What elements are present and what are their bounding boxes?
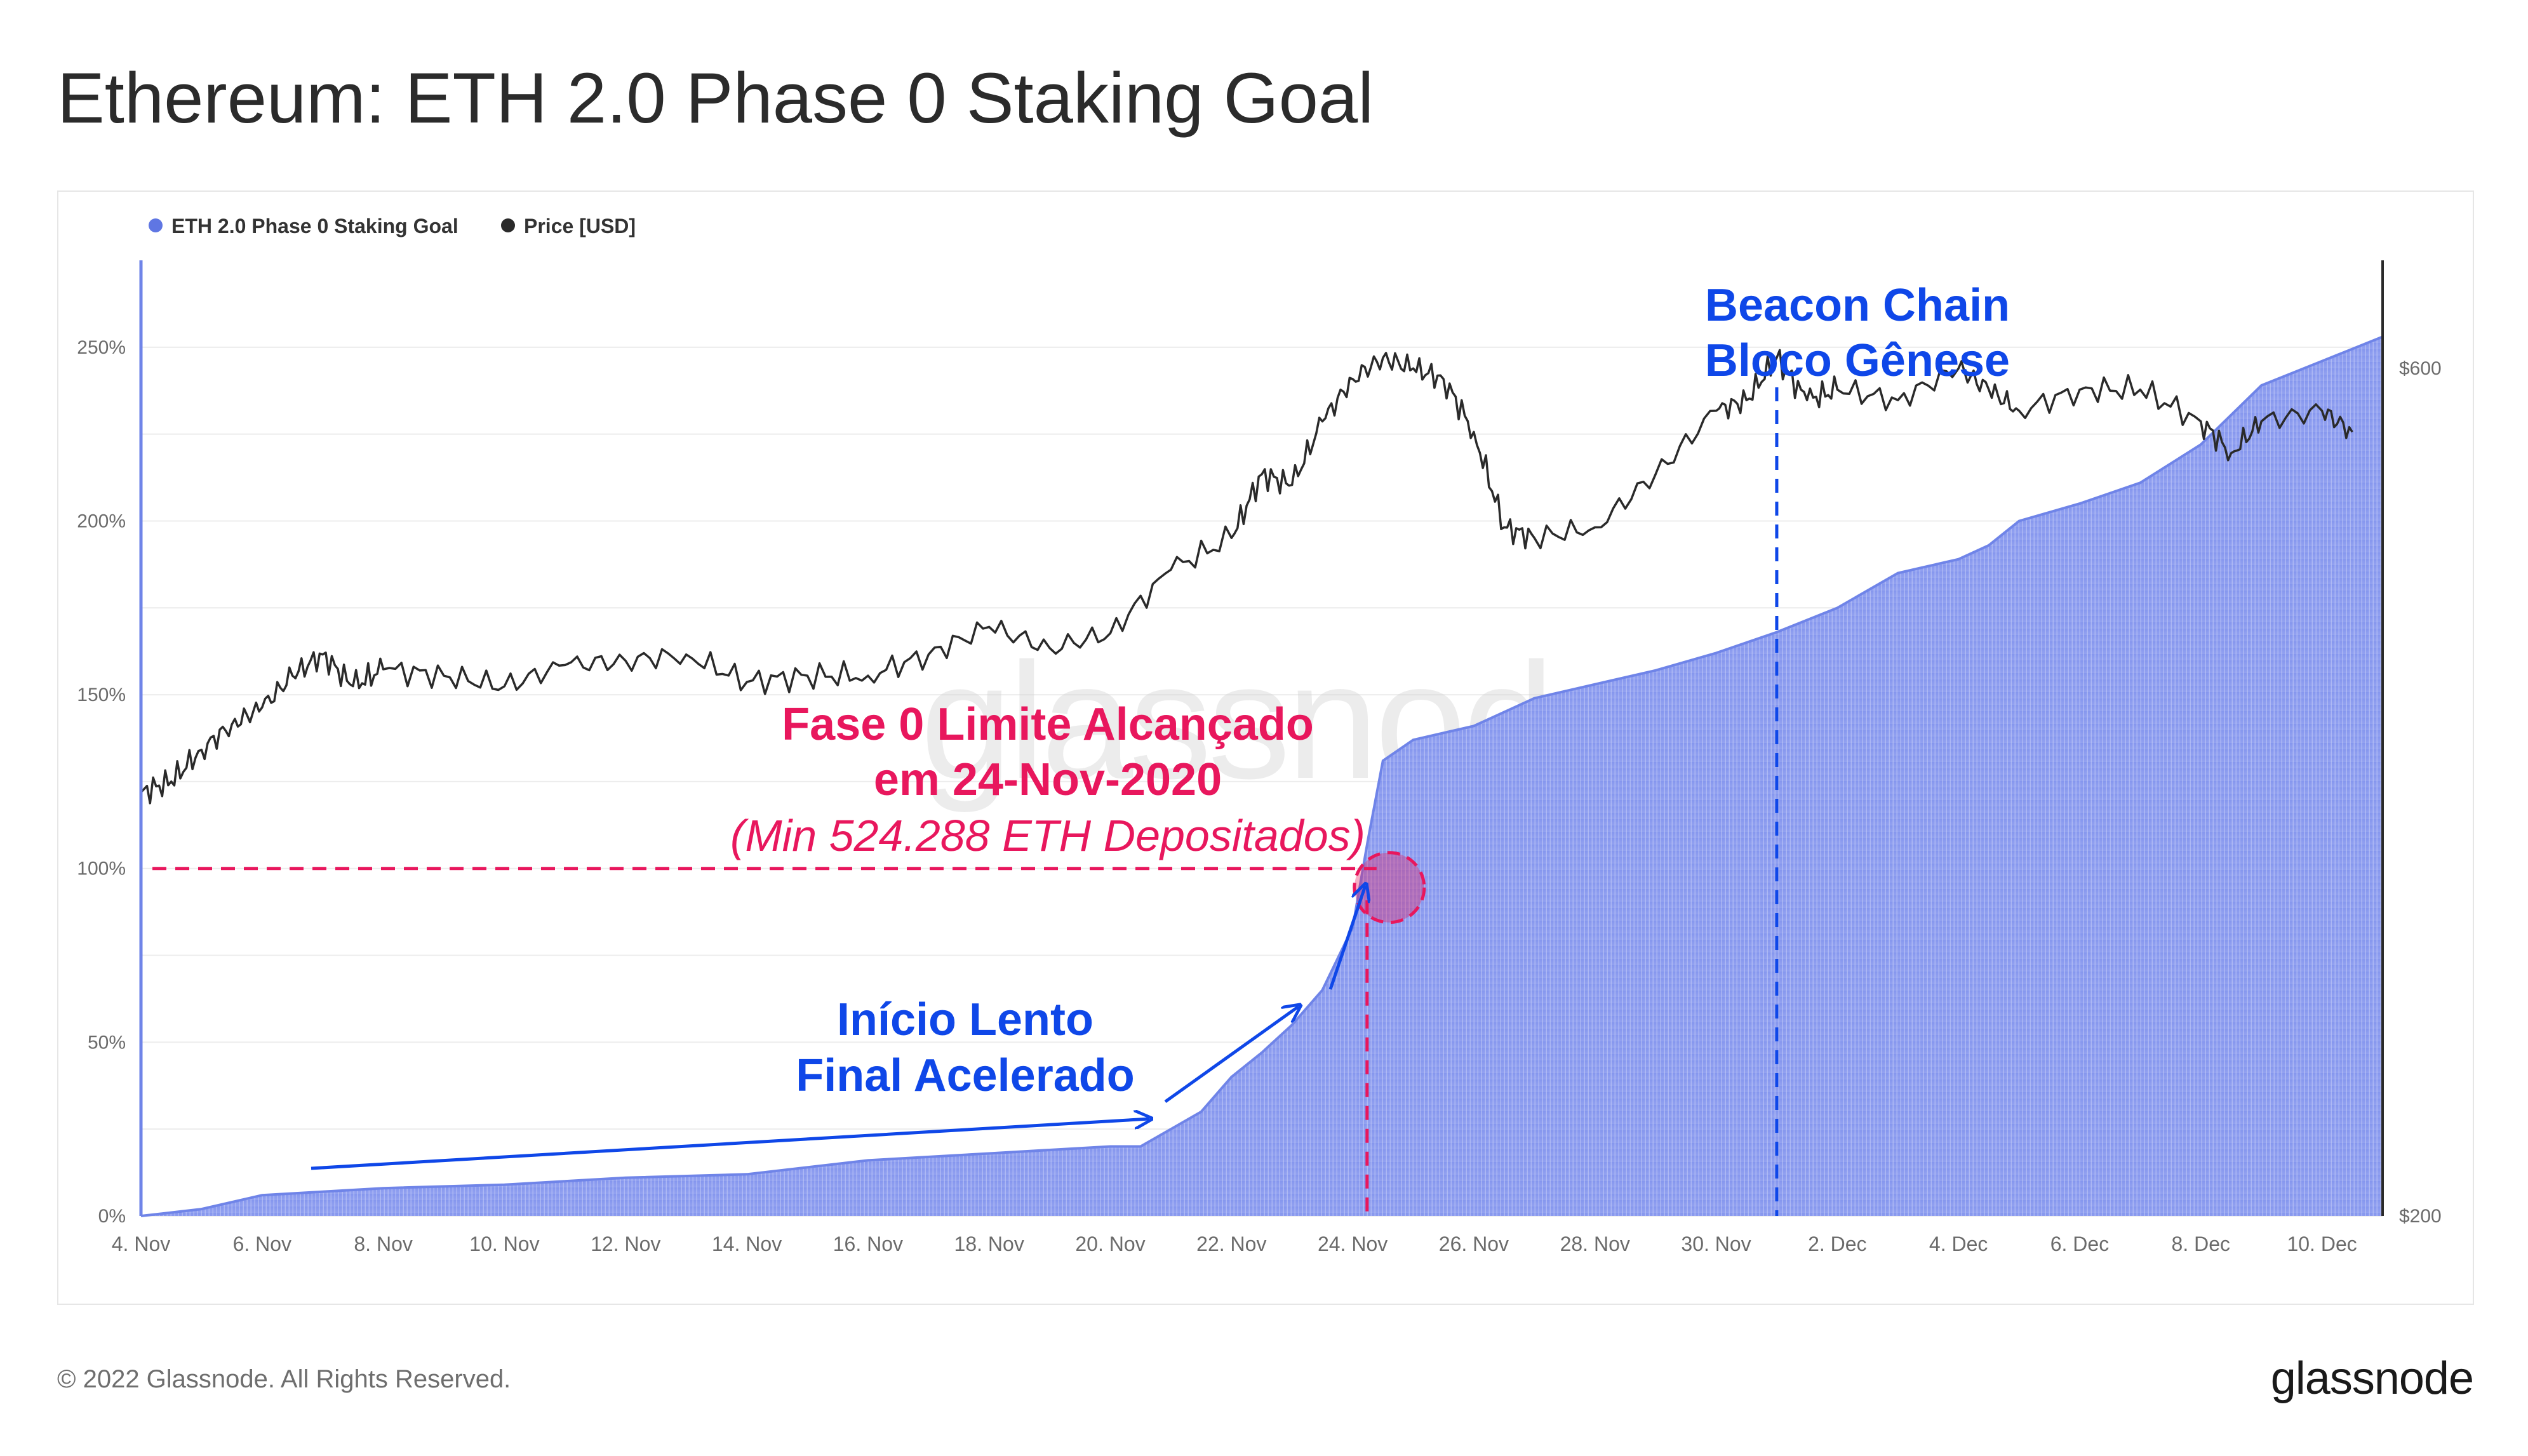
right-axis-tick-label: $600	[2399, 358, 2442, 379]
x-axis-tick-label: 2. Dec	[1808, 1232, 1866, 1255]
footer-logo: glassnode	[2270, 1353, 2474, 1404]
x-axis-tick-label: 6. Dec	[2050, 1232, 2109, 1255]
legend-marker-price	[501, 218, 515, 232]
legend: ETH 2.0 Phase 0 Staking Goal Price [USD]	[149, 215, 636, 237]
acceleration-arrow-1	[1164, 1006, 1299, 1104]
left-axis-tick-label: 250%	[77, 337, 126, 358]
x-axis-tick-label: 14. Nov	[712, 1232, 782, 1255]
goal-label-line1: Fase 0 Limite Alcançado	[782, 699, 1314, 750]
right-axis: $200 $600	[2399, 358, 2442, 1227]
x-axis-tick-label: 26. Nov	[1439, 1232, 1509, 1255]
slow-start-label-line2: Final Acelerado	[796, 1050, 1135, 1101]
x-axis-tick-label: 4. Dec	[1929, 1232, 1988, 1255]
staking-line	[140, 335, 2383, 1217]
price-line	[140, 349, 2353, 805]
x-axis-tick-label: 10. Dec	[2287, 1232, 2357, 1255]
x-axis-tick-label: 20. Nov	[1075, 1232, 1145, 1255]
genesis-label-line2: Bloco Gênese	[1705, 335, 2010, 386]
left-axis-tick-label: 0%	[98, 1206, 126, 1227]
x-axis-tick-label: 24. Nov	[1318, 1232, 1388, 1255]
left-axis-tick-label: 150%	[77, 685, 126, 705]
x-axis-tick-label: 8. Dec	[2172, 1232, 2230, 1255]
x-axis-tick-label: 16. Nov	[833, 1232, 903, 1255]
genesis-label-line1: Beacon Chain	[1705, 280, 2010, 331]
legend-label-price: Price [USD]	[524, 215, 636, 237]
x-axis-tick-label: 22. Nov	[1196, 1232, 1266, 1255]
legend-label-staking: ETH 2.0 Phase 0 Staking Goal	[171, 215, 458, 237]
x-axis-tick-label: 12. Nov	[591, 1232, 660, 1255]
staking-area	[141, 337, 2383, 1216]
right-axis-tick-label: $200	[2399, 1206, 2442, 1227]
legend-marker-staking	[149, 218, 163, 232]
x-axis-tick-label: 4. Nov	[112, 1232, 170, 1255]
left-axis-tick-label: 200%	[77, 511, 126, 531]
acceleration-arrow-2	[1328, 886, 1365, 990]
left-axis-tick-label: 50%	[88, 1032, 126, 1053]
goal-label-line2: em 24-Nov-2020	[874, 754, 1222, 805]
footer-copyright: © 2022 Glassnode. All Rights Reserved.	[57, 1365, 511, 1393]
x-axis-tick-label: 18. Nov	[954, 1232, 1024, 1255]
left-axis: 0% 50% 100% 150% 200% 250%	[77, 337, 126, 1227]
chart-frame	[57, 190, 2474, 1305]
x-axis-tick-label: 10. Nov	[469, 1232, 539, 1255]
goal-label-line3: (Min 524.288 ETH Depositados)	[730, 811, 1365, 860]
slow-start-arrow	[311, 1119, 1149, 1170]
x-axis-tick-label: 28. Nov	[1560, 1232, 1630, 1255]
left-axis-tick-label: 100%	[77, 858, 126, 879]
x-axis: 4. Nov 6. Nov 8. Nov 10. Nov 12. Nov 14. Nov 1…	[112, 1232, 2357, 1255]
x-axis-tick-label: 30. Nov	[1681, 1232, 1751, 1255]
page-title: Ethereum: ETH 2.0 Phase 0 Staking Goal	[57, 58, 1374, 138]
x-axis-tick-label: 8. Nov	[354, 1232, 412, 1255]
x-axis-tick-label: 6. Nov	[233, 1232, 291, 1255]
slow-start-label-line1: Início Lento	[837, 994, 1093, 1045]
